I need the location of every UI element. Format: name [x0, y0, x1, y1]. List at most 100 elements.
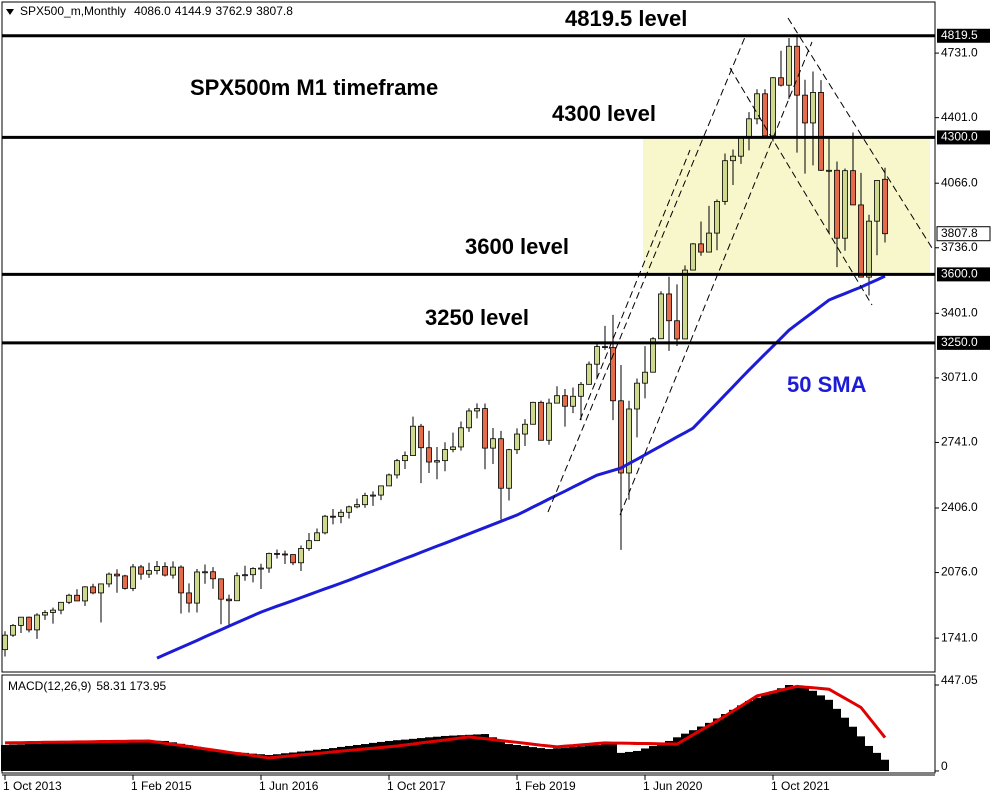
level-label: 3600.0: [941, 267, 978, 281]
header: SPX500_m,Monthly 4086.0 4144.9 3762.9 3807.8: [20, 4, 293, 18]
x-tick-label: 1 Oct 2021: [771, 779, 830, 793]
macd-bar: [201, 748, 209, 771]
candle-body: [610, 347, 616, 402]
macd-bar: [609, 742, 617, 771]
candle-body: [386, 474, 392, 487]
macd-bar: [785, 685, 793, 771]
candle-body: [138, 566, 144, 575]
macd-bar: [345, 745, 353, 771]
macd-bar: [465, 734, 473, 771]
level-label: 4300.0: [941, 130, 978, 144]
y-tick-label: 4731.0: [941, 45, 978, 59]
macd-bar: [361, 744, 369, 771]
candle-body: [706, 232, 712, 253]
candle-body: [194, 571, 200, 604]
trend-line: [579, 149, 691, 421]
macd-bar: [265, 755, 273, 771]
candles-layer: [2, 35, 888, 657]
candle-body: [266, 552, 272, 569]
candle-body: [258, 567, 264, 570]
macd-bar: [33, 743, 41, 771]
macd-layer: [1, 684, 889, 771]
macd-bar: [665, 740, 673, 771]
candle-body: [202, 571, 208, 574]
candle-body: [602, 346, 608, 348]
trend-line: [787, 17, 933, 249]
y-tick-label: 3736.0: [941, 240, 978, 254]
macd-bar: [441, 735, 449, 771]
macd-bar: [769, 691, 777, 771]
candle-body: [586, 363, 592, 385]
y-tick-label: 0: [941, 759, 948, 773]
macd-bar: [121, 740, 129, 771]
annotation: 4300 level: [552, 101, 656, 126]
candle-body: [778, 77, 784, 86]
y-tick-label: 3401.0: [941, 305, 978, 319]
macd-bar: [65, 742, 73, 771]
macd-bar: [633, 750, 641, 771]
candle-body: [794, 45, 800, 96]
macd-bar: [529, 747, 537, 771]
macd-bar: [801, 686, 809, 771]
candle-body: [98, 583, 104, 594]
macd-bar: [809, 690, 817, 771]
level-label-box: [937, 267, 990, 282]
ohlc: 3762.9: [215, 4, 252, 18]
candle-body: [842, 170, 848, 239]
macd-bar: [601, 743, 609, 771]
macd-bar: [745, 700, 753, 771]
annotation: 4819.5 level: [565, 6, 687, 31]
y-tick-label: 2406.0: [941, 500, 978, 514]
macd-bar: [305, 750, 313, 771]
candle-body: [170, 566, 176, 576]
macd-bar: [705, 722, 713, 771]
candle-body: [218, 578, 224, 600]
candle-body: [378, 485, 384, 496]
candle-body: [426, 447, 432, 463]
macd-bar: [753, 697, 761, 771]
macd-bar: [729, 709, 737, 771]
macd-bar: [793, 685, 801, 771]
candle-body: [2, 634, 8, 651]
macd-bar: [561, 747, 569, 771]
candle-body: [362, 495, 368, 506]
macd-bar: [41, 743, 49, 771]
level-label: 3250.0: [941, 335, 978, 349]
ohlc: 4144.9: [175, 4, 212, 18]
candle-body: [498, 438, 504, 489]
macd-bar: [169, 742, 177, 771]
macd-bar: [881, 759, 889, 771]
candle-body: [418, 425, 424, 449]
symbol: SPX500_m,Monthly: [20, 4, 126, 18]
macd-bar: [409, 738, 417, 771]
macd-bar: [113, 740, 121, 771]
candle-body: [578, 383, 584, 397]
candle-body: [746, 118, 752, 139]
macd-bar: [521, 745, 529, 771]
candle-body: [522, 423, 528, 435]
macd-bar: [257, 754, 265, 771]
candle-body: [114, 573, 120, 577]
candle-body: [242, 574, 248, 577]
candle-body: [546, 402, 552, 441]
macd-bar: [449, 735, 457, 771]
candle-body: [354, 504, 360, 508]
macd-bar: [537, 748, 545, 771]
candle-body: [490, 438, 496, 449]
macd-bar: [649, 745, 657, 771]
macd-frame: [1, 674, 936, 774]
macd-bar: [81, 741, 89, 771]
candle-body: [866, 220, 872, 278]
y-tick-label: 2076.0: [941, 565, 978, 579]
macd-bar: [641, 748, 649, 771]
candle-body: [882, 178, 888, 235]
candle-body: [178, 566, 184, 594]
candle-body: [346, 506, 352, 513]
candle-body: [26, 616, 32, 631]
macd-bar: [681, 733, 689, 771]
macd-bar: [297, 751, 305, 771]
macd-bar: [497, 740, 505, 771]
macd-bar: [129, 740, 137, 771]
macd-bar: [585, 745, 593, 771]
